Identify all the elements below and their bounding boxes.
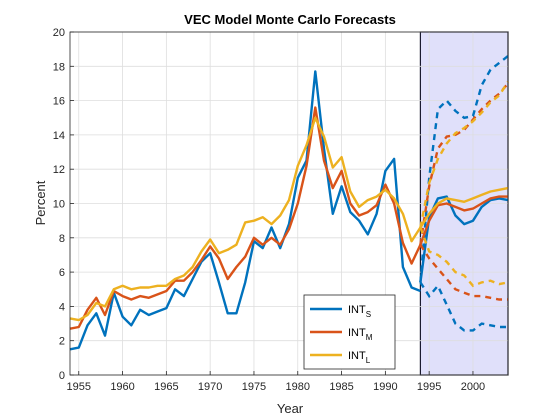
x-tick-label: 1970: [198, 381, 222, 393]
legend-label-int-s: INTS: [348, 304, 371, 319]
x-tick-label: 1980: [286, 381, 310, 393]
y-tick-label: 20: [53, 27, 65, 39]
forecast-upper-int-s: [419, 55, 509, 283]
series-line-int-s: [69, 70, 421, 351]
y-tick-label: 4: [59, 301, 65, 313]
y-tick-label: 0: [59, 370, 65, 382]
y-tick-label: 6: [59, 267, 65, 279]
chart-title: VEC Model Monte Carlo Forecasts: [184, 12, 396, 27]
forecast-lower-int-s: [419, 281, 508, 332]
x-tick-label: 1965: [154, 381, 178, 393]
y-tick-label: 18: [53, 61, 65, 73]
y-tick-label: 10: [53, 199, 65, 211]
y-tick-label: 2: [59, 336, 65, 348]
series-line-int-m: [69, 106, 422, 330]
y-tick-label: 8: [59, 233, 65, 245]
x-tick-label: 1985: [329, 381, 353, 393]
x-tick-label: 1975: [242, 381, 266, 393]
series-line-int-l: [69, 116, 422, 322]
forecast-lower-int-m: [419, 244, 508, 301]
y-tick-label: 12: [53, 164, 65, 176]
x-tick-label: 1990: [373, 381, 397, 393]
legend-label-int-l: INTL: [348, 350, 371, 365]
x-tick-label: 1995: [417, 381, 441, 393]
legend: INTS INTM INTL: [303, 294, 396, 370]
plot-area: 1955 1960 1965 1970 1975 1980 1985 1990 1995 2000…: [53, 27, 510, 393]
x-axis-label: Year: [277, 401, 304, 416]
y-axis-label: Percent: [33, 180, 48, 225]
forecast-lower-int-l: [419, 227, 509, 288]
y-tick-label: 16: [53, 96, 65, 108]
y-tick-label: 14: [53, 130, 65, 142]
forecast-mean-int-m: [419, 195, 508, 246]
forecast-upper-int-l: [419, 81, 510, 228]
x-tick-label: 1955: [67, 381, 91, 393]
x-tick-label: 1960: [110, 381, 134, 393]
forecast-mean-int-l: [419, 186, 509, 229]
forecast-mean-int-s: [419, 195, 509, 283]
x-tick-label: 2000: [461, 381, 485, 393]
legend-label-int-m: INTM: [348, 327, 373, 342]
